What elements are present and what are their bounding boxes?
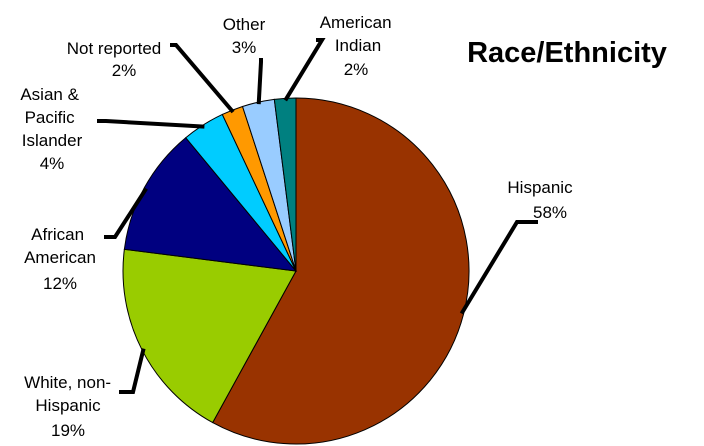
leader-line-american-indian — [283, 38, 326, 102]
label-american-indian-line1: American — [320, 13, 392, 32]
label-not-reported-pct: 2% — [112, 61, 137, 80]
label-asian-line3: Islander — [22, 131, 83, 150]
pie-slice-african-american — [123, 136, 298, 272]
leader-line-not-reported — [170, 43, 235, 114]
leader-line-asian-pacific-islander — [97, 119, 205, 129]
label-african-american-pct: 12% — [43, 274, 77, 293]
label-other-name: Other — [223, 15, 266, 34]
label-african-american-name: African American — [24, 225, 96, 267]
leader-line-african-american — [104, 187, 148, 239]
label-hispanic-name: Hispanic — [507, 178, 573, 197]
label-not-reported-name: Not reported — [67, 39, 162, 58]
leader-line-other — [256, 58, 263, 105]
chart-title: Race/Ethnicity — [467, 37, 667, 69]
label-american-indian-pct: 2% — [344, 60, 369, 79]
label-white-line1: White, non- — [24, 373, 111, 392]
label-asian-line2: Pacific — [25, 108, 76, 127]
label-asian-pct: 4% — [40, 154, 65, 173]
label-white-pct: 19% — [51, 421, 85, 440]
label-hispanic-pct: 58% — [533, 203, 567, 222]
label-african-american-line1: African — [31, 225, 84, 244]
leader-line-hispanic — [459, 220, 538, 315]
label-american-indian-line2: Indian — [335, 36, 381, 55]
label-other-pct: 3% — [232, 38, 257, 57]
label-american-indian-name: American Indian — [320, 13, 397, 55]
label-white-line2: Hispanic — [35, 396, 101, 415]
leader-lines — [97, 38, 538, 394]
label-asian-name: Asian & Pacific Islander — [20, 85, 83, 150]
label-white-name: White, non- Hispanic — [24, 373, 116, 415]
leader-line-white-non-hispanic — [119, 348, 146, 394]
pie-slices — [122, 97, 470, 445]
label-african-american-line2: American — [24, 248, 96, 267]
label-asian-line1: Asian & — [20, 85, 79, 104]
